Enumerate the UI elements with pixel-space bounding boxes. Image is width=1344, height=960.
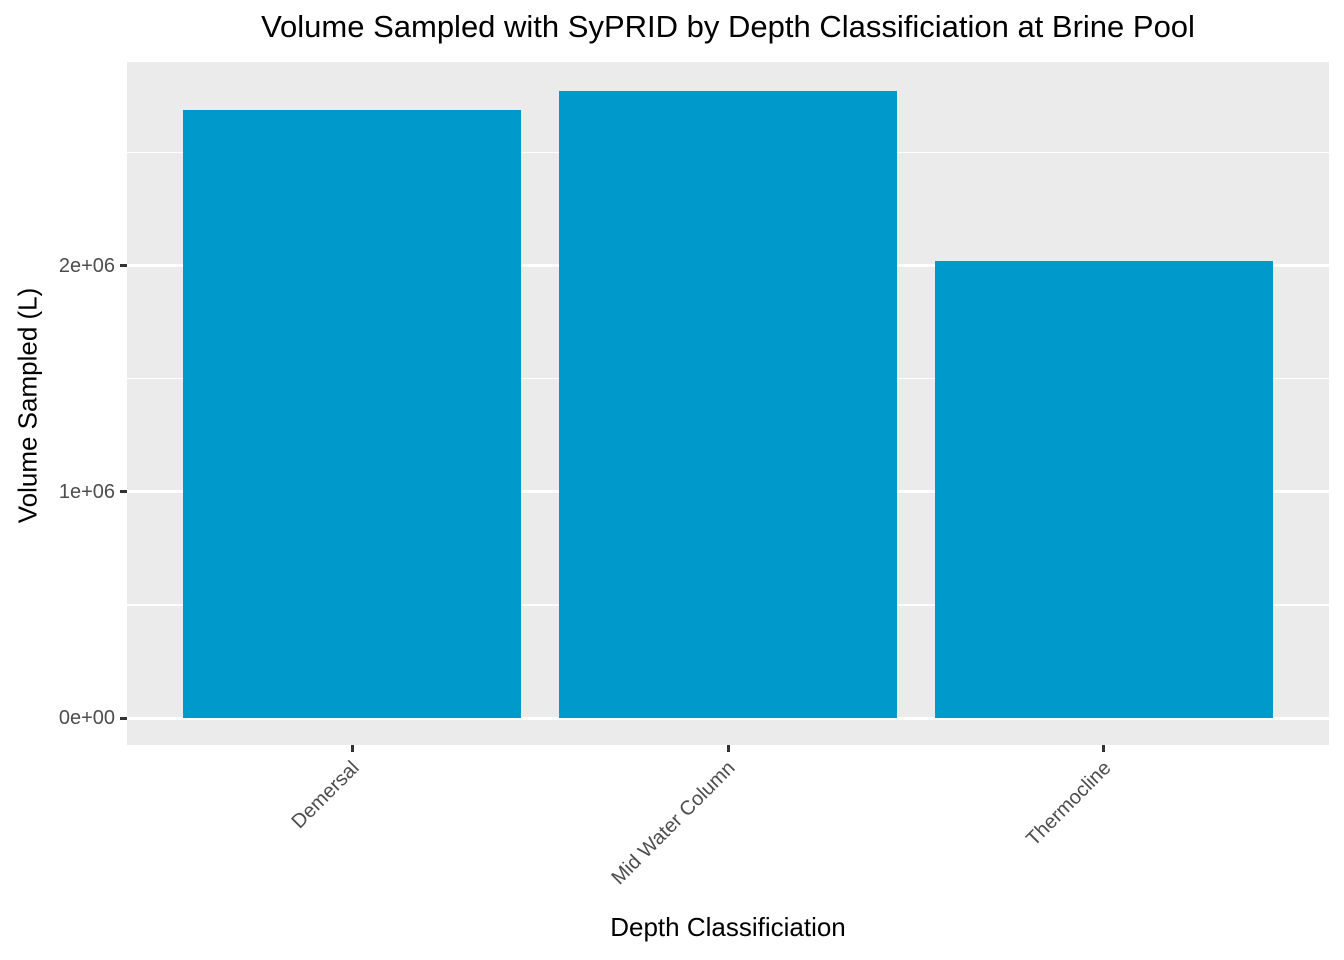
y-tick-label: 0e+00 [58, 707, 115, 729]
y-tick-label: 1e+06 [58, 480, 115, 503]
x-tick-mark [350, 745, 354, 752]
bar-mid-water-column [558, 91, 898, 718]
bar-demersal [183, 109, 522, 718]
x-tick-label: Thermocline [1021, 757, 1116, 851]
y-axis-title: Volume Sampled (L) [12, 287, 43, 524]
x-axis-title: Depth Classificiation [610, 912, 846, 942]
x-tick-label: Mid Water Column [607, 757, 740, 890]
y-tick-mark [120, 264, 127, 268]
y-tick-mark [120, 716, 127, 720]
gridline-major [127, 716, 1329, 720]
bar-thermocline [934, 261, 1273, 718]
y-tick-label: 2e+06 [58, 254, 115, 277]
plot-panel [127, 62, 1329, 745]
x-tick-mark [726, 745, 730, 752]
x-tick-label: Demersal [287, 757, 364, 834]
chart-title: Volume Sampled with SyPRID by Depth Clas… [261, 9, 1195, 44]
x-tick-mark [1102, 745, 1106, 752]
y-tick-mark [120, 490, 127, 494]
